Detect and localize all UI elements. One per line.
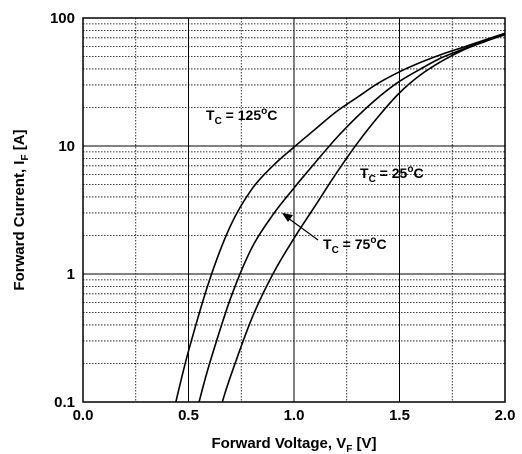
y-tick-label: 1 bbox=[67, 266, 75, 283]
grid-lines bbox=[83, 18, 505, 402]
arrow-tc-75c bbox=[282, 213, 319, 241]
y-axis-title: Forward Current, IF [A] bbox=[11, 129, 31, 290]
y-tick-label: 10 bbox=[58, 138, 75, 155]
x-tick-label: 1.0 bbox=[284, 407, 305, 424]
x-axis-title: Forward Voltage, VF [V] bbox=[211, 435, 376, 454]
tick-labels: 0.0 0.5 1.0 1.5 2.0 0.1 1 10 100 bbox=[50, 10, 515, 424]
x-tick-label: 1.5 bbox=[389, 407, 410, 424]
y-tick-label: 0.1 bbox=[54, 394, 75, 411]
plot-frame bbox=[82, 17, 506, 403]
series-annotations: TC = 125oC TC = 75oC TC = 25oC bbox=[206, 106, 424, 256]
label-tc-125c: TC = 125oC bbox=[206, 106, 277, 127]
x-tick-label: 2.0 bbox=[495, 407, 516, 424]
y-tick-label: 100 bbox=[50, 10, 75, 27]
x-tick-label: 0.0 bbox=[73, 407, 94, 424]
arrow-head bbox=[282, 213, 293, 222]
curve-tc-25c bbox=[221, 33, 506, 403]
curve-tc-75c bbox=[198, 33, 506, 403]
series-curves bbox=[175, 32, 506, 403]
arrow-line bbox=[287, 217, 319, 241]
x-tick-label: 0.5 bbox=[178, 407, 199, 424]
axis-titles: Forward Voltage, VF [V] Forward Current, … bbox=[11, 129, 377, 454]
curve-tc-125c bbox=[175, 32, 506, 403]
label-tc-25c: TC = 25oC bbox=[360, 164, 424, 185]
label-tc-75c: TC = 75oC bbox=[323, 235, 387, 256]
